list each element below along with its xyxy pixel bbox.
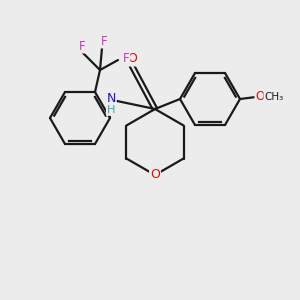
Text: F: F: [79, 40, 85, 52]
Text: O: O: [255, 91, 265, 103]
Text: F: F: [101, 34, 107, 47]
Text: H: H: [107, 105, 115, 115]
Text: CH₃: CH₃: [264, 92, 284, 102]
Text: O: O: [150, 169, 160, 182]
Text: N: N: [106, 92, 116, 106]
Text: O: O: [127, 52, 137, 65]
Text: F: F: [123, 52, 129, 64]
